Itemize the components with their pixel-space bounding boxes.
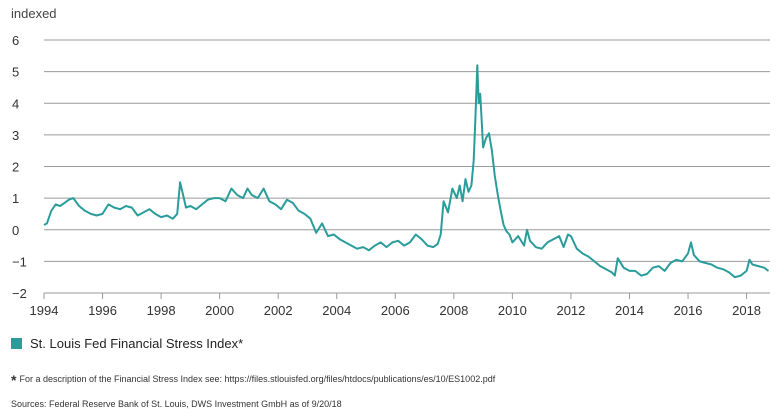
- x-tick-label: 1996: [88, 303, 117, 318]
- x-tick-label: 2008: [439, 303, 468, 318]
- x-tick-label: 1994: [30, 303, 59, 318]
- legend-label: St. Louis Fed Financial Stress Index*: [30, 336, 244, 351]
- x-tick-labels: 1994 1996 1998 2000 2002 2004 2006 2008 2010 2012…: [30, 293, 761, 318]
- y-tick-label: 3: [12, 128, 19, 143]
- series-lines: [43, 64, 770, 279]
- legend-swatch: [11, 338, 22, 349]
- x-tick-label: 2016: [674, 303, 703, 318]
- line-chart: 6 5 4 3 2 1 0 −1 −2 1994 1996 1998 2000 2002 2004 2006…: [12, 33, 770, 318]
- footnote-text: For a description of the Financial Stres…: [19, 374, 496, 384]
- y-tick-label: 0: [12, 223, 19, 238]
- sources-note: Sources: Federal Reserve Bank of St. Lou…: [11, 399, 342, 409]
- x-tick-label: 1998: [147, 303, 176, 318]
- y-tick-label: 1: [12, 191, 19, 206]
- y-tick-label: 5: [12, 65, 19, 80]
- y-tick-label: 6: [12, 33, 19, 48]
- series-line-stress-index: [43, 64, 770, 279]
- x-tick-label: 2006: [381, 303, 410, 318]
- y-tick-label: −2: [12, 286, 27, 301]
- footnote: * For a description of the Financial Stre…: [11, 372, 495, 388]
- x-tick-label: 2004: [322, 303, 351, 318]
- x-tick-label: 2002: [264, 303, 293, 318]
- y-tick-label: 4: [12, 96, 19, 111]
- x-tick-label: 2014: [615, 303, 644, 318]
- x-tick-label: 2010: [498, 303, 527, 318]
- y-tick-labels: 6 5 4 3 2 1 0 −1 −2: [12, 33, 27, 301]
- y-tick-label: 2: [12, 160, 19, 175]
- x-tick-label: 2000: [205, 303, 234, 318]
- y-axis-label: indexed: [11, 6, 57, 21]
- x-tick-label: 2012: [556, 303, 585, 318]
- gridlines: [44, 39, 770, 294]
- y-tick-label: −1: [12, 254, 27, 269]
- footnote-star: *: [11, 372, 17, 388]
- legend: St. Louis Fed Financial Stress Index*: [11, 336, 243, 351]
- x-tick-label: 2018: [732, 303, 761, 318]
